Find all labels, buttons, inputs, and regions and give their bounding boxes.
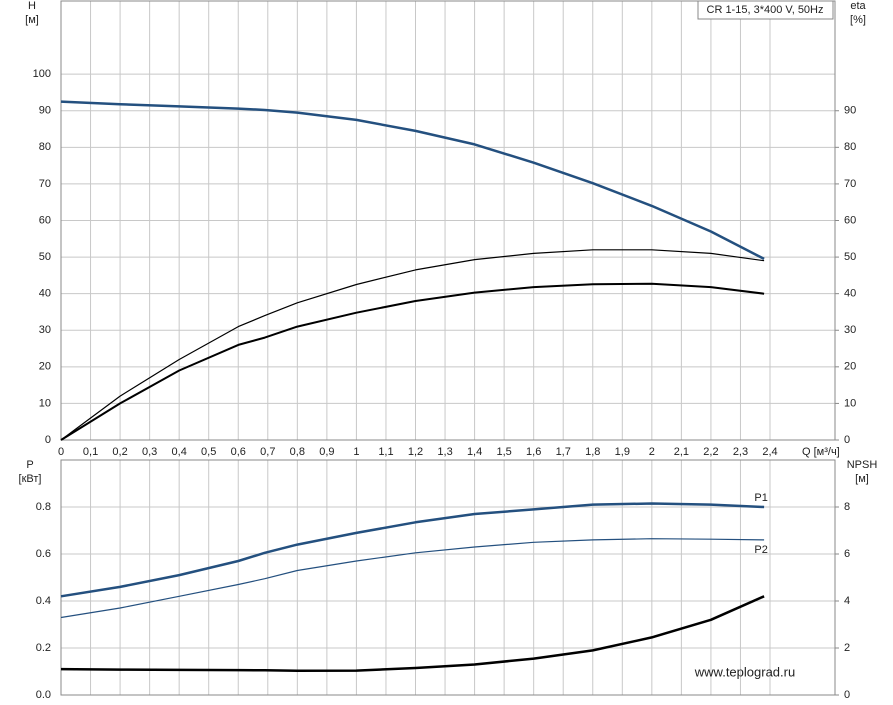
- y-tick-label: 0.2: [36, 642, 51, 654]
- x-tick-label: 2: [649, 446, 655, 458]
- y-tick-label: 0.4: [36, 595, 51, 607]
- y2-tick-label: 20: [844, 361, 856, 373]
- y-axis-label: [кВт]: [19, 473, 42, 485]
- series-line: [60, 538, 765, 619]
- y-tick-label: 90: [39, 105, 51, 117]
- series-line: [60, 595, 765, 673]
- series-line: [60, 249, 765, 441]
- y-axis-label: P: [26, 459, 33, 471]
- y2-axis-label: [м]: [855, 473, 869, 485]
- y2-tick-label: 70: [844, 178, 856, 190]
- y2-tick-label: 8: [844, 501, 850, 513]
- y-tick-label: 50: [39, 251, 51, 263]
- x-tick-label: 0,5: [201, 446, 216, 458]
- title-box: [697, 0, 834, 20]
- x-tick-label: 0,7: [260, 446, 275, 458]
- series-line: [60, 502, 765, 598]
- plot-frame: [60, 459, 836, 696]
- y-tick-label: 30: [39, 324, 51, 336]
- x-tick-label: 2,3: [733, 446, 748, 458]
- y-tick-label: 40: [39, 288, 51, 300]
- x-tick-label: 2,4: [762, 446, 777, 458]
- chart-title: CR 1-15, 3*400 V, 50Hz: [707, 4, 824, 16]
- y-tick-label: 0: [45, 434, 51, 446]
- x-tick-label: 0,2: [112, 446, 127, 458]
- series-label: P1: [754, 492, 767, 504]
- y-tick-label: 20: [39, 361, 51, 373]
- y2-tick-label: 60: [844, 214, 856, 226]
- y-tick-label: 0.8: [36, 501, 51, 513]
- x-axis-label: Q [м³/ч]: [802, 446, 840, 458]
- y-tick-label: 100: [33, 68, 51, 80]
- y2-tick-label: 0: [844, 434, 850, 446]
- x-tick-label: 1,4: [467, 446, 482, 458]
- y2-tick-label: 40: [844, 288, 856, 300]
- y2-tick-label: 30: [844, 324, 856, 336]
- series-line: [60, 282, 765, 441]
- y-tick-label: 60: [39, 214, 51, 226]
- x-tick-label: 1,9: [615, 446, 630, 458]
- x-tick-label: 0,3: [142, 446, 157, 458]
- y-tick-label: 0.6: [36, 548, 51, 560]
- x-tick-label: 2,1: [674, 446, 689, 458]
- x-tick-label: 1,3: [437, 446, 452, 458]
- y2-tick-label: 90: [844, 105, 856, 117]
- y-axis-label: [м]: [25, 14, 39, 26]
- y2-tick-label: 4: [844, 595, 850, 607]
- y-tick-label: 80: [39, 141, 51, 153]
- x-tick-label: 0,4: [172, 446, 187, 458]
- annotation: www.teplograd.ru: [694, 664, 795, 679]
- y-tick-label: 0.0: [36, 689, 51, 701]
- y-axis-label: H: [28, 0, 36, 12]
- x-tick-label: 2,2: [703, 446, 718, 458]
- y2-tick-label: 10: [844, 397, 856, 409]
- y-tick-label: 10: [39, 397, 51, 409]
- x-tick-label: 1,6: [526, 446, 541, 458]
- x-tick-label: 1,2: [408, 446, 423, 458]
- x-tick-label: 0,9: [319, 446, 334, 458]
- x-tick-label: 1,8: [585, 446, 600, 458]
- series-label: P2: [754, 544, 767, 556]
- plot-frame: [60, 0, 836, 441]
- x-tick-label: 0,8: [290, 446, 305, 458]
- x-tick-label: 1,5: [496, 446, 511, 458]
- x-tick-label: 0: [58, 446, 64, 458]
- x-tick-label: 1,7: [556, 446, 571, 458]
- y2-tick-label: 80: [844, 141, 856, 153]
- x-tick-label: 1: [353, 446, 359, 458]
- y-tick-label: 70: [39, 178, 51, 190]
- y2-tick-label: 0: [844, 689, 850, 701]
- series-line: [60, 100, 765, 261]
- y2-axis-label: [%]: [850, 14, 866, 26]
- y2-axis-label: eta: [850, 0, 866, 12]
- x-tick-label: 0,1: [83, 446, 98, 458]
- x-tick-label: 1,1: [378, 446, 393, 458]
- x-tick-label: 0,6: [231, 446, 246, 458]
- y2-tick-label: 50: [844, 251, 856, 263]
- y2-tick-label: 6: [844, 548, 850, 560]
- y2-tick-label: 2: [844, 642, 850, 654]
- y2-axis-label: NPSH: [847, 459, 878, 471]
